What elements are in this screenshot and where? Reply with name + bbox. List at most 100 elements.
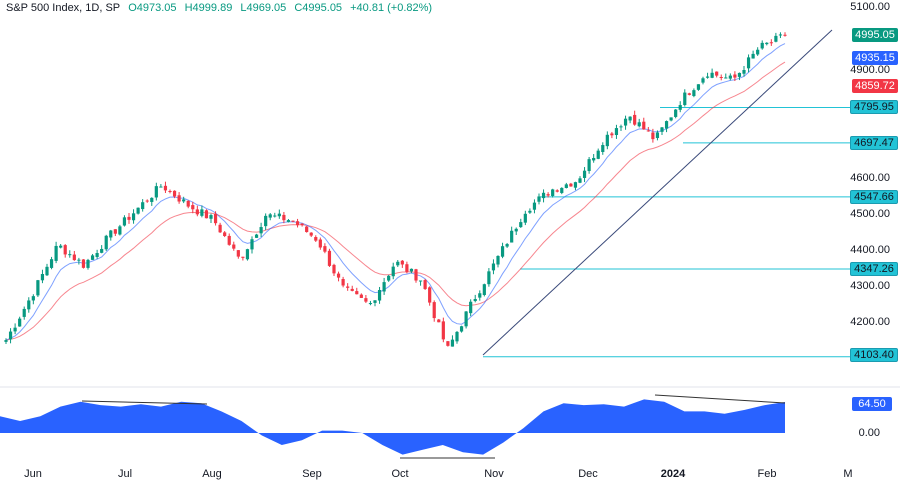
candle-body [113, 229, 117, 234]
candle-body [487, 271, 491, 285]
candle-body [154, 186, 158, 198]
candle-body [300, 223, 304, 226]
candle-body [687, 93, 691, 95]
candle-body [710, 72, 714, 78]
time-label: Dec [578, 468, 598, 480]
candle-body [136, 207, 140, 214]
candle-body [236, 250, 240, 257]
candle-body [692, 90, 696, 97]
slow-moving-average [5, 61, 786, 341]
level-tag: 4103.40 [850, 348, 898, 362]
candle-body [642, 121, 646, 130]
candle-body [127, 216, 131, 220]
candle-body [368, 303, 373, 305]
candle-body [13, 327, 17, 332]
candle-body [327, 250, 332, 266]
candle-body [469, 301, 473, 314]
close-value: C4995.05 [294, 2, 343, 14]
candle-body [664, 121, 669, 129]
candle-body [450, 339, 455, 347]
candle-body [377, 289, 382, 301]
level-tag: 4347.26 [850, 262, 898, 276]
candle-body [655, 132, 660, 139]
candle-body [100, 248, 104, 253]
candle-body [578, 178, 582, 183]
candle-body [355, 291, 359, 295]
candle-body [4, 340, 8, 342]
candle-body [605, 134, 609, 147]
candle-body [268, 214, 272, 218]
candle-body [405, 264, 409, 272]
candle-body [95, 253, 99, 257]
candle-body [186, 200, 190, 207]
candle-body [359, 294, 363, 298]
candle-body [213, 213, 218, 224]
candle-body [505, 244, 509, 247]
candle-body [418, 280, 423, 282]
candle-body [573, 182, 578, 188]
candle-body [514, 228, 518, 232]
candle-body [22, 308, 26, 317]
candle-body [59, 245, 63, 248]
candle-body [619, 126, 623, 128]
candle-body [31, 296, 35, 301]
candle-body [546, 194, 550, 196]
time-label: 2024 [660, 468, 686, 480]
oscillator-zero-label: 0.00 [858, 427, 880, 439]
candle-body [373, 300, 377, 303]
symbol-name[interactable]: S&P 500 Index, 1D, SP [6, 2, 121, 14]
candle-body [382, 282, 386, 292]
candle-body [18, 318, 22, 327]
candle-body [241, 256, 245, 258]
candle-body [500, 246, 505, 257]
candle-body [295, 221, 300, 226]
candle-body [77, 259, 81, 261]
candle-body [633, 114, 637, 125]
candle-body [277, 213, 281, 217]
candle-body [323, 246, 327, 252]
candle-body [496, 255, 500, 265]
candle-body [182, 199, 186, 202]
candle-body [36, 280, 40, 296]
candle-body [660, 127, 664, 132]
high-value: H4999.89 [184, 2, 233, 14]
candle-body [746, 57, 751, 69]
candle-body [769, 42, 773, 44]
slow-ma-tag: 4859.72 [852, 79, 898, 93]
candle-body [172, 190, 177, 197]
candle-body [273, 215, 277, 217]
candle-body [683, 92, 687, 106]
candle-body [391, 266, 395, 277]
candle-body [437, 319, 441, 323]
candle-body [610, 133, 614, 136]
low-value: L4969.05 [240, 2, 287, 14]
time-label: Jul [117, 468, 133, 480]
candle-body [432, 302, 436, 319]
candle-body [564, 184, 568, 188]
candle-body [523, 213, 527, 223]
candle-body [104, 235, 108, 250]
candle-body [8, 331, 13, 340]
oscillator-value-tag: 64.50 [852, 397, 892, 411]
time-label: Nov [484, 468, 504, 480]
candle-body [441, 321, 445, 340]
time-label: M [843, 468, 853, 480]
candle-body [737, 72, 742, 77]
candle-body [109, 230, 113, 238]
candle-body [122, 217, 127, 226]
candle-body [482, 284, 486, 296]
candle-body [446, 341, 450, 346]
candle-body [264, 215, 268, 227]
oscillator-area [0, 399, 785, 455]
price-label: 5100.00 [850, 1, 890, 13]
candle-body [760, 42, 764, 49]
candle-body [473, 299, 477, 302]
candle-body [387, 275, 391, 281]
candle-body [724, 77, 728, 79]
candle-body [63, 245, 67, 255]
time-label: Jun [24, 468, 42, 480]
candle-body [318, 239, 322, 248]
price-label: 4400.00 [850, 244, 890, 256]
